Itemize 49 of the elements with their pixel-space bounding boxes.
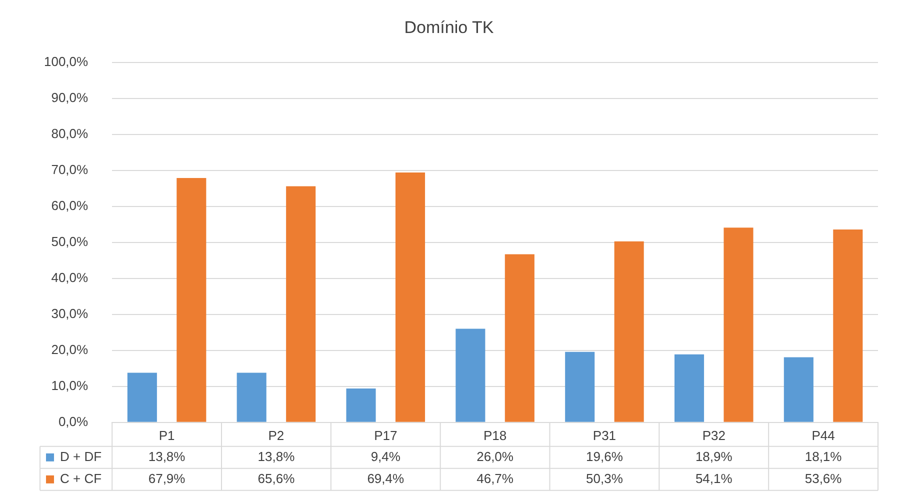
bar xyxy=(286,186,316,422)
y-tick-label: 50,0% xyxy=(51,234,89,249)
data-label: 67,9% xyxy=(148,470,186,486)
data-label: 26,0% xyxy=(476,448,514,464)
data-label: 9,4% xyxy=(370,448,401,464)
bar xyxy=(176,178,206,422)
bar xyxy=(236,372,266,422)
x-tick-label: P2 xyxy=(268,428,284,443)
data-label: 54,1% xyxy=(695,470,733,486)
data-label: 18,9% xyxy=(695,448,733,464)
data-label: 18,1% xyxy=(804,448,842,464)
y-tick-label: 80,0% xyxy=(51,126,89,141)
bar xyxy=(674,354,704,422)
x-tick-label: P1 xyxy=(158,428,175,443)
bar xyxy=(504,254,534,422)
bar xyxy=(127,372,157,422)
x-tick-label: P31 xyxy=(592,428,616,443)
bar xyxy=(724,228,754,422)
y-tick-label: 0,0% xyxy=(58,414,89,429)
bar xyxy=(565,352,595,422)
bar xyxy=(346,388,376,422)
y-tick-label: 30,0% xyxy=(51,306,89,321)
y-tick-label: 60,0% xyxy=(51,198,89,213)
data-label: 65,6% xyxy=(258,470,296,486)
y-tick-label: 70,0% xyxy=(51,162,89,177)
data-label: 13,8% xyxy=(258,448,296,464)
x-tick-label: P18 xyxy=(483,428,507,443)
bar xyxy=(395,172,426,422)
x-tick-label: P17 xyxy=(374,428,398,443)
data-label: 53,6% xyxy=(804,470,842,486)
data-label: 46,7% xyxy=(476,470,514,486)
data-label: 19,6% xyxy=(586,448,624,464)
data-label: 13,8% xyxy=(148,448,186,464)
y-tick-label: 90,0% xyxy=(51,90,89,105)
bar xyxy=(456,328,486,422)
bar xyxy=(784,357,814,422)
bar xyxy=(833,229,863,422)
bar xyxy=(614,241,644,422)
x-tick-label: P44 xyxy=(812,428,835,443)
data-label: 50,3% xyxy=(586,470,624,486)
y-tick-label: 10,0% xyxy=(51,378,89,393)
y-tick-label: 20,0% xyxy=(51,342,89,357)
y-tick-label: 100,0% xyxy=(44,54,89,69)
legend-label: D + DF xyxy=(60,448,102,464)
data-label: 69,4% xyxy=(367,470,404,486)
chart-title: Domínio TK xyxy=(404,18,494,37)
y-tick-label: 40,0% xyxy=(51,270,89,285)
x-tick-label: P32 xyxy=(702,428,726,443)
legend-label: C + CF xyxy=(60,470,102,486)
